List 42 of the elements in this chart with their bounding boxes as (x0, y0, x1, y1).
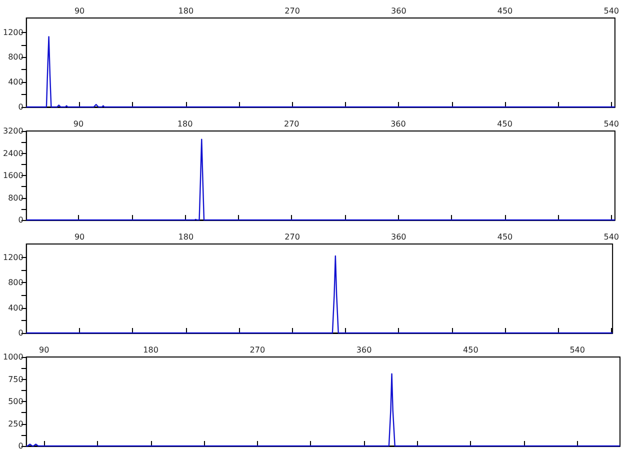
x-tick-label: 270 (284, 6, 300, 16)
x-tick-label: 540 (604, 6, 620, 16)
x-tick-label: 180 (177, 120, 193, 128)
y-tick-label: 400 (8, 78, 24, 87)
y-tick-label: 800 (8, 278, 24, 288)
x-tick-label: 540 (604, 120, 620, 128)
x-tick-label: 180 (143, 346, 158, 354)
x-tick-label: 180 (178, 6, 194, 16)
y-tick-label: 1000 (3, 352, 24, 362)
x-tick-label: 180 (178, 232, 194, 242)
y-tick-label: 3200 (3, 126, 24, 136)
y-tick-label: 750 (8, 374, 24, 384)
x-tick-label: 90 (39, 346, 50, 354)
y-tick-label: 2400 (3, 148, 24, 158)
x-tick-label: 450 (497, 6, 513, 16)
y-tick-label: 400 (8, 303, 24, 312)
y-tick-label: 1600 (3, 171, 24, 180)
y-tick-label: 800 (8, 52, 24, 62)
x-tick-label: 540 (570, 346, 585, 354)
y-tick-label: 500 (8, 397, 24, 406)
x-tick-label: 360 (391, 232, 406, 242)
y-tick-label: 0 (18, 328, 24, 338)
x-tick-label: 270 (250, 346, 266, 354)
x-tick-label: 270 (284, 120, 300, 128)
x-tick-label: 450 (463, 346, 478, 354)
x-tick-label: 90 (73, 120, 84, 128)
x-tick-label: 540 (604, 232, 620, 242)
x-tick-label: 90 (74, 232, 85, 242)
x-tick-label: 450 (497, 232, 513, 242)
y-tick-label: 0 (18, 216, 24, 224)
x-tick-label: 450 (497, 120, 512, 128)
y-tick-label: 250 (8, 419, 24, 428)
y-tick-label: 800 (8, 193, 24, 202)
x-tick-label: 270 (284, 232, 300, 242)
x-tick-label: 90 (74, 6, 85, 16)
x-tick-label: 360 (356, 346, 372, 354)
y-tick-label: 0 (18, 442, 24, 450)
x-tick-label: 360 (391, 6, 406, 16)
y-tick-label: 1200 (3, 28, 24, 37)
y-tick-label: 0 (18, 102, 24, 112)
y-tick-label: 1200 (3, 252, 24, 262)
x-tick-label: 360 (390, 120, 406, 128)
